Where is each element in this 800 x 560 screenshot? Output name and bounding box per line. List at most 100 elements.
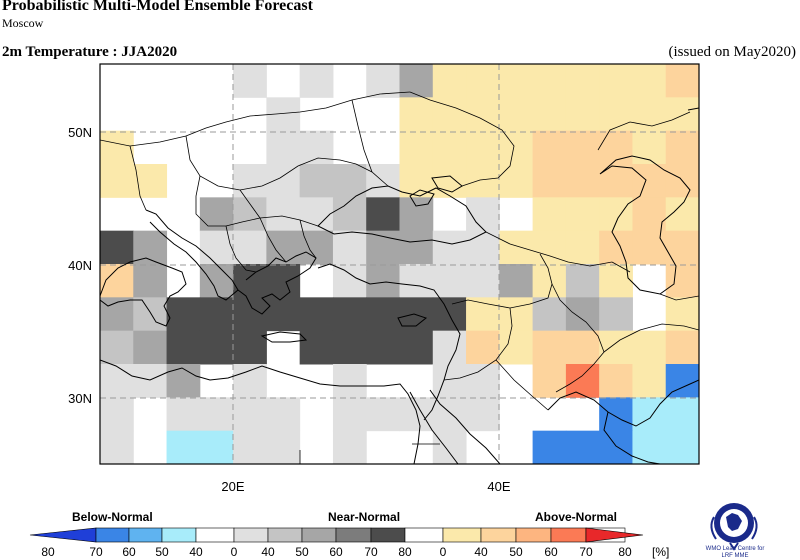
- grid-cell: [399, 197, 434, 232]
- grid-cell: [366, 330, 400, 365]
- grid-cell: [499, 330, 534, 365]
- colorbar-box: [301, 527, 337, 543]
- grid-cell: [332, 297, 367, 332]
- grid-cell: [466, 397, 500, 432]
- grid-cell: [100, 364, 134, 398]
- grid-cell: [532, 430, 567, 464]
- colorbar-tick-label: 50: [155, 545, 169, 559]
- grid-cell: [233, 230, 267, 265]
- grid-cell: [266, 164, 301, 198]
- grid-cell: [565, 430, 600, 464]
- grid-cell: [565, 164, 600, 198]
- colorbar-box: [480, 527, 517, 543]
- grid-cell: [266, 297, 301, 332]
- colorbar-tick-label: 70: [89, 545, 103, 559]
- grid-cell: [665, 230, 699, 265]
- grid-cell: [599, 164, 633, 198]
- grid-cell: [299, 297, 334, 332]
- graticule: [100, 64, 699, 464]
- grid-cell: [565, 364, 600, 398]
- colorbar-box: [585, 527, 626, 543]
- wmo-logo: [710, 503, 758, 551]
- grid-cell: [665, 130, 699, 165]
- map-subtitle: Moscow: [2, 16, 44, 30]
- grid-cell: [332, 264, 367, 298]
- colorbar-tick-label: 0: [231, 545, 238, 559]
- grid-cell: [266, 430, 301, 464]
- grid-cell: [466, 230, 500, 265]
- grid-cell: [466, 264, 500, 298]
- grid-cell: [499, 297, 534, 332]
- lat-label-50n: 50N: [68, 125, 92, 140]
- coastline-black-sea: [317, 185, 487, 245]
- border-4: [195, 175, 319, 227]
- grid-cell: [332, 164, 367, 198]
- grid-cell: [432, 230, 467, 265]
- grid-cell: [599, 64, 633, 98]
- grid-cell: [532, 330, 567, 365]
- coastline-italy: [100, 257, 187, 327]
- colorbar-box: [370, 527, 406, 543]
- colorbar-box: [161, 527, 197, 543]
- colorbar-box: [404, 527, 444, 543]
- logo-caption-line1: WMO Lead Centre for: [705, 546, 765, 552]
- coastline-cyprus: [397, 313, 428, 327]
- border-7: [299, 219, 317, 259]
- country-borders: [100, 91, 699, 464]
- grid-cell: [399, 230, 434, 265]
- grid-cell: [432, 330, 467, 365]
- grid-cell: [632, 64, 667, 98]
- colorbar-box: [233, 527, 269, 543]
- border-6: [225, 225, 257, 273]
- grid-cell: [100, 397, 134, 432]
- coastline-crimea: [409, 189, 435, 207]
- legend-below-normal: Below-Normal: [72, 510, 153, 524]
- grid-cell: [233, 430, 267, 464]
- grid-cell: [133, 264, 168, 298]
- grid-cell: [599, 297, 633, 332]
- grid-cell: [599, 397, 633, 432]
- border-11: [451, 253, 553, 309]
- coastline-turkey: [317, 263, 461, 421]
- grid-cell: [632, 130, 667, 165]
- colorbar-tick-label: 80: [41, 545, 55, 559]
- colorbar-labels: 80 70 60 50 40 0 40 50 60 70 80 0 40 50 60 70 80: [41, 545, 632, 559]
- border-5: [239, 189, 287, 263]
- coastline-greece: [237, 251, 317, 315]
- colorbar-box: [550, 527, 587, 543]
- grid-cell: [665, 330, 699, 365]
- colorbar-tick-label: 0: [440, 545, 447, 559]
- coastline-aral: [687, 107, 699, 111]
- grid-cell: [266, 230, 301, 265]
- lon-label-40e: 40E: [487, 479, 510, 494]
- grid-cell: [466, 364, 500, 398]
- colorbar-box: [95, 527, 130, 543]
- grid-cell: [632, 430, 667, 464]
- grid-cell: [233, 397, 267, 432]
- grid-cell: [399, 330, 434, 365]
- logo-caption-line2: LRF MME: [721, 553, 749, 559]
- grid-cell: [133, 230, 168, 265]
- grid-cell: [332, 364, 367, 398]
- grid-cell: [332, 197, 367, 232]
- grid-cell: [233, 197, 267, 232]
- grid-cell: [565, 197, 600, 232]
- grid-cell: [665, 397, 699, 432]
- grid-cell: [133, 330, 168, 365]
- colorbar-tick-label: 80: [618, 545, 632, 559]
- grid-cell: [299, 64, 334, 98]
- border-10: [485, 231, 613, 267]
- grid-cell: [100, 230, 134, 265]
- colorbar-box: [128, 527, 163, 543]
- grid-cell: [565, 330, 600, 365]
- grid-cell: [432, 130, 467, 165]
- grid-cell: [599, 197, 633, 232]
- grid-cell: [532, 130, 567, 165]
- grid-cell: [233, 364, 267, 398]
- legend-above-normal: Above-Normal: [535, 510, 618, 524]
- logo-caption: WMO Lead Centre for LRF MME: [696, 546, 774, 560]
- colorbar-arrow-left: [29, 527, 97, 543]
- colorbar-tick-label: 60: [122, 545, 136, 559]
- grid-cell: [366, 397, 400, 432]
- forecast-map: 50N 40N 30N 20E 40E: [68, 63, 700, 494]
